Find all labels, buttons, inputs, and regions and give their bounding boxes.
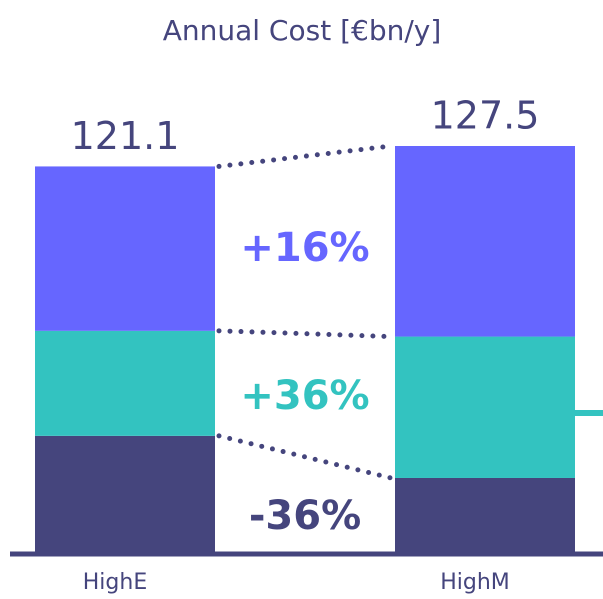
total-label: 127.5 — [431, 94, 540, 138]
connector — [216, 328, 394, 340]
change-label: +36% — [240, 373, 369, 419]
bar-segment — [395, 477, 575, 553]
chart-title: Annual Cost [€bn/y] — [163, 14, 442, 47]
total-label: 121.1 — [71, 114, 180, 158]
bar-segment — [35, 435, 215, 553]
change-label: -36% — [249, 493, 361, 539]
x-tick-label: HighE — [83, 570, 147, 595]
bar-segment — [395, 146, 575, 337]
connector — [216, 143, 394, 169]
change-label: +16% — [240, 225, 369, 271]
bar-segment — [395, 336, 575, 478]
connector — [216, 433, 394, 481]
bar-segment — [35, 330, 215, 436]
bar-segment — [35, 166, 215, 331]
x-tick-label: HighM — [440, 570, 510, 595]
